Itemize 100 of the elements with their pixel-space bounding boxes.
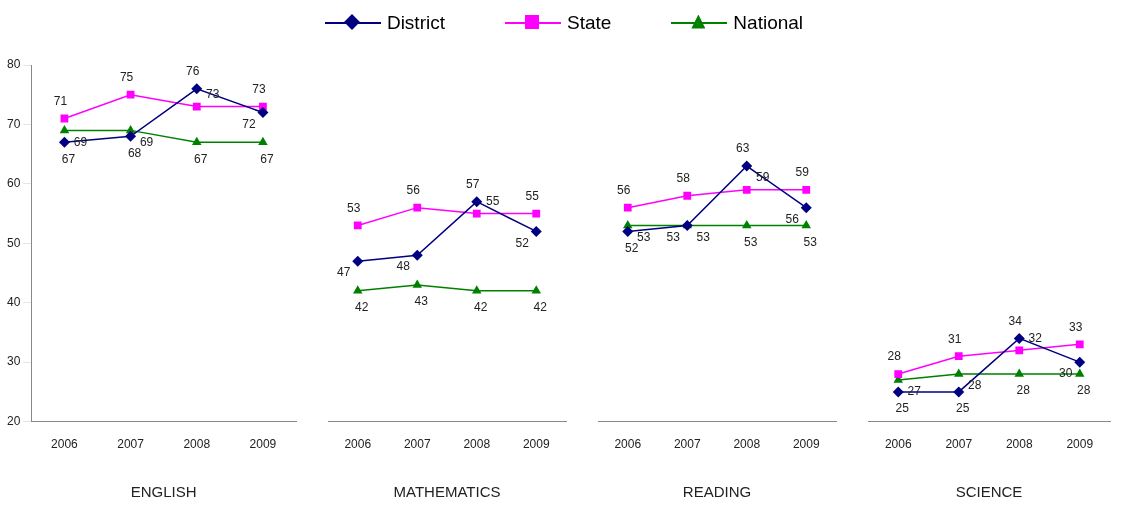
data-label: 73 xyxy=(252,81,266,96)
data-label: 72 xyxy=(242,116,256,131)
point xyxy=(892,386,904,398)
point xyxy=(622,225,634,237)
point xyxy=(1014,368,1025,377)
data-label: 58 xyxy=(676,171,691,186)
data-label: 25 xyxy=(895,401,910,416)
data-label: 28 xyxy=(968,378,982,393)
y-tick-label: 40 xyxy=(6,295,21,310)
data-label: 67 xyxy=(260,151,274,166)
point xyxy=(411,249,423,261)
y-tick-label: 70 xyxy=(6,116,21,131)
point xyxy=(413,203,422,212)
x-tick-label: 2007 xyxy=(403,437,431,452)
data-label: 33 xyxy=(1069,319,1083,334)
point xyxy=(1075,340,1084,349)
data-label: 56 xyxy=(406,182,421,197)
x-tick-label: 2006 xyxy=(344,437,372,452)
data-label: 53 xyxy=(696,229,711,244)
x-tick-label: 2008 xyxy=(183,437,211,452)
x-tick-label: 2007 xyxy=(117,437,145,452)
point xyxy=(894,370,903,378)
data-label: 28 xyxy=(1016,383,1031,398)
data-label: 53 xyxy=(744,234,758,249)
data-label: 55 xyxy=(486,193,500,208)
point xyxy=(352,285,363,294)
x-tick-label: 2008 xyxy=(1005,437,1033,452)
y-tick-label: 80 xyxy=(6,57,21,72)
data-label: 53 xyxy=(637,229,651,244)
data-label: 42 xyxy=(474,300,488,315)
x-axis-title: ENGLISH xyxy=(130,483,197,501)
point xyxy=(1074,356,1086,368)
x-tick-label: 2006 xyxy=(884,437,912,452)
point xyxy=(471,196,483,208)
data-label: 25 xyxy=(956,401,970,416)
point xyxy=(532,209,541,218)
x-tick-label: 2006 xyxy=(614,437,642,452)
data-label: 31 xyxy=(948,331,962,346)
data-label: 28 xyxy=(1077,383,1091,398)
x-tick-label: 2009 xyxy=(522,437,550,452)
point xyxy=(683,191,692,200)
data-label: 57 xyxy=(466,177,480,192)
data-label: 52 xyxy=(515,235,530,250)
data-label: 67 xyxy=(61,151,76,166)
legend-label: District xyxy=(386,11,445,34)
data-label: 68 xyxy=(127,145,142,160)
data-label: 42 xyxy=(533,300,548,315)
point xyxy=(352,255,364,267)
point xyxy=(802,185,811,194)
data-label: 34 xyxy=(1008,313,1023,328)
point xyxy=(741,160,753,172)
data-label: 63 xyxy=(736,141,750,156)
x-axis-title: READING xyxy=(682,483,752,501)
data-label: 75 xyxy=(119,70,134,85)
data-label: 71 xyxy=(53,93,68,108)
data-label: 32 xyxy=(1028,330,1043,345)
point xyxy=(1074,368,1085,377)
point xyxy=(800,202,812,214)
point xyxy=(530,225,542,237)
data-label: 56 xyxy=(785,211,800,226)
point xyxy=(953,368,964,377)
point xyxy=(1015,346,1024,355)
data-label: 52 xyxy=(625,240,639,255)
point xyxy=(801,219,812,229)
data-label: 53 xyxy=(666,229,681,244)
legend-label: State xyxy=(566,11,612,34)
point xyxy=(954,352,963,361)
point xyxy=(471,285,482,294)
legend-label: National xyxy=(733,11,804,34)
data-label: 55 xyxy=(525,188,540,203)
data-label: 43 xyxy=(414,294,429,309)
point xyxy=(353,221,362,230)
y-tick-label: 30 xyxy=(6,354,21,369)
point xyxy=(623,203,632,212)
data-label: 76 xyxy=(186,64,200,79)
data-label: 48 xyxy=(396,259,411,274)
data-label: 42 xyxy=(355,300,369,315)
x-tick-label: 2007 xyxy=(673,437,701,452)
x-tick-label: 2008 xyxy=(463,437,491,452)
x-axis-title: MATHEMATICS xyxy=(393,483,501,501)
data-label: 69 xyxy=(139,134,154,149)
y-tick-label: 50 xyxy=(6,235,21,250)
data-label: 28 xyxy=(887,349,902,364)
data-label: 53 xyxy=(347,200,361,215)
point xyxy=(953,386,965,398)
y-tick-label: 20 xyxy=(6,413,21,428)
x-tick-label: 2008 xyxy=(733,437,761,452)
data-label: 53 xyxy=(803,234,818,249)
data-label: 67 xyxy=(194,151,208,166)
point xyxy=(741,219,752,229)
x-tick-label: 2006 xyxy=(51,437,79,452)
point xyxy=(472,209,481,218)
point xyxy=(742,185,751,194)
point xyxy=(531,285,542,294)
x-tick-label: 2009 xyxy=(792,437,820,452)
data-label: 59 xyxy=(795,165,810,180)
point xyxy=(412,279,423,288)
point xyxy=(1013,332,1025,344)
x-tick-label: 2007 xyxy=(945,437,973,452)
x-axis-title: SCIENCE xyxy=(955,483,1023,501)
